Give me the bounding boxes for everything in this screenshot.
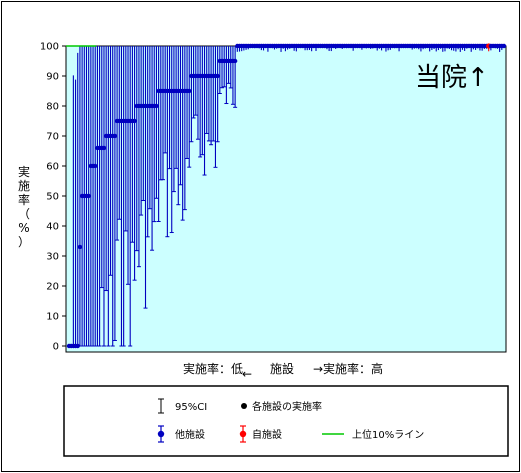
facility-point <box>112 133 118 139</box>
y-tick-label: 10 <box>46 312 59 323</box>
y-tick-label: 80 <box>46 102 59 113</box>
y-tick-label: 40 <box>46 222 59 233</box>
facility-point <box>86 193 91 199</box>
y-axis: 0 10 20 30 40 50 60 70 80 90 100 <box>40 42 66 353</box>
y-tick-label: 70 <box>46 132 59 143</box>
svg-text:実施率（%）: 実施率（%） <box>18 164 30 249</box>
y-axis-label: 実施率（%） <box>18 164 30 249</box>
y-tick-label: 30 <box>46 252 59 263</box>
legend-other: 他施設 <box>157 425 205 443</box>
y-tick-label: 0 <box>53 342 59 353</box>
facility-point <box>77 244 83 250</box>
legend-own-label: 自施設 <box>252 428 282 441</box>
x-label-high: →実施率：高 <box>313 361 383 376</box>
y-tick-label: 50 <box>46 192 59 203</box>
legend <box>63 385 509 457</box>
y-tick-label: 90 <box>46 72 59 83</box>
x-label-low: 実施率：低 <box>183 361 243 376</box>
x-label-middle: 施設 <box>270 361 294 376</box>
legend-line-label: 上位10%ライン <box>352 428 424 441</box>
facility-point <box>232 58 238 64</box>
legend-other-label: 他施設 <box>175 428 205 441</box>
legend-ci: 95%CI <box>158 398 207 414</box>
data-marks <box>66 43 507 349</box>
legend-ci-label: 95%CI <box>175 402 207 413</box>
facility-point <box>75 343 80 349</box>
legend-line: 上位10%ライン <box>322 428 424 441</box>
facility-point <box>187 88 192 94</box>
facility-point <box>501 43 507 49</box>
y-tick-label: 20 <box>46 282 59 293</box>
legend-rate-label: 各施設の実施率 <box>252 400 322 413</box>
y-tick-label: 60 <box>46 162 59 173</box>
facility-point <box>132 118 137 124</box>
facility-point <box>215 73 220 79</box>
x-label-left-arrow: ← <box>242 367 252 381</box>
legend-own: 自施設 <box>239 425 282 443</box>
annotation-own-facility: 当院↑ <box>415 63 489 93</box>
facility-point <box>101 145 107 151</box>
legend-rate: 各施設の実施率 <box>241 400 322 413</box>
y-tick-label: 100 <box>40 42 59 53</box>
facility-point <box>93 163 98 169</box>
facility-point <box>154 103 159 109</box>
